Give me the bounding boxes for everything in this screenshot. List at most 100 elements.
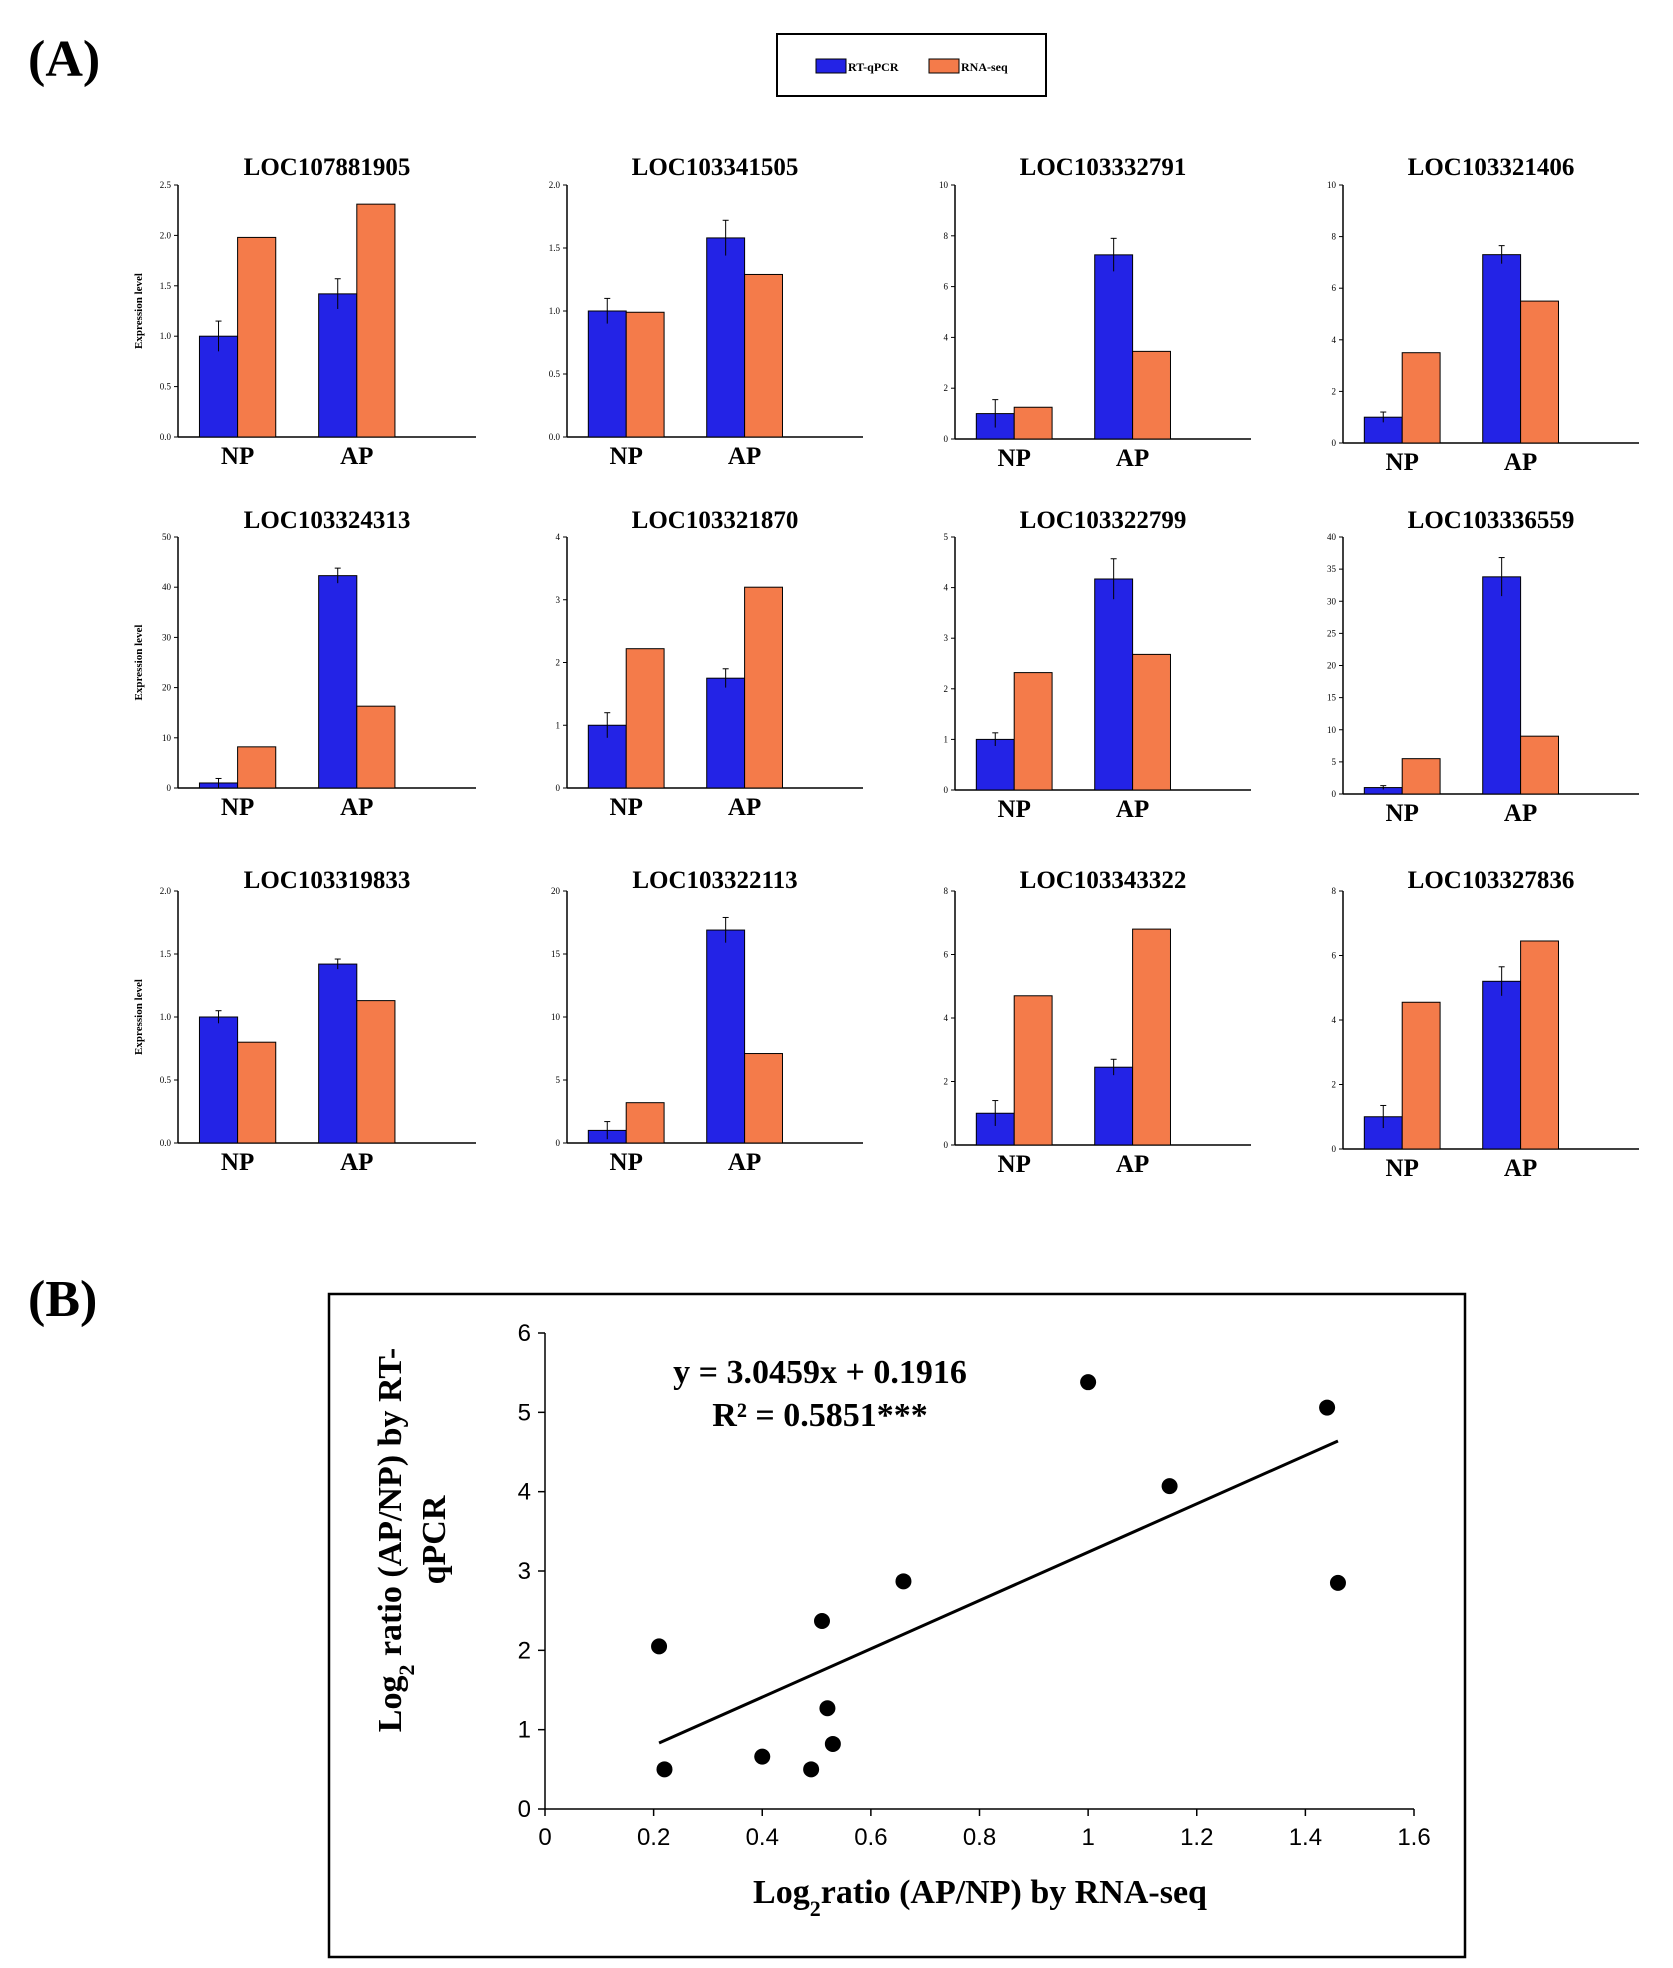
y-tick-label: 30 [162,632,172,642]
panel-b-label: (B) [28,1271,97,1328]
scatter-x-tick-label: 1.4 [1289,1824,1322,1851]
category-label-ap: AP [340,443,373,470]
y-tick-label: 20 [162,683,172,693]
scatter-y-axis-label-line2: qPCR [416,1495,453,1584]
scatter-y-axis-label-line1: Log2 ratio (AP/NP) by RT- [372,1348,419,1732]
scatter-point-10 [1161,1478,1178,1495]
r-squared: R² = 0.5851*** [712,1397,928,1434]
category-label-ap: AP [1504,1155,1537,1182]
y-axis-label: Expression level [133,979,145,1055]
category-label-ap: AP [728,443,761,470]
legend: RT-qPCR RNA-seq [776,33,1047,97]
y-tick-label: 2 [944,1077,949,1087]
y-tick-label: 5 [556,1075,561,1085]
scatter-plot: 0 1 2 3 4 5 6 0 0.2 0.4 0.6 0.8 1 1.2 1.4 1.6 y = 3.0459… [327,1292,1467,1959]
scatter-point-9 [1080,1374,1097,1391]
scatter-y-tick-label: 1 [518,1717,531,1744]
legend-swatch-rtqpcr [815,58,847,74]
chart-title: LOC103322799 [1020,507,1187,534]
bar-rnaseq-np [1013,995,1053,1146]
y-label-main: Log [372,1676,409,1733]
bar-rtqpcr-ap [706,677,746,789]
y-tick-label: 2.5 [160,180,172,190]
y-tick-label: 6 [1332,283,1337,293]
y-tick-label: 0.5 [160,382,172,392]
bar-rnaseq-np [1401,352,1441,444]
y-tick-label: 1.5 [549,243,561,253]
scatter-y-tick-label: 2 [518,1637,531,1664]
scatter-x-tick-label: 1.2 [1180,1824,1213,1851]
bar-rnaseq-np [625,311,665,438]
y-axis-label: Expression level [133,625,145,701]
y-tick-label: 0 [167,783,172,793]
y-tick-label: 1.0 [160,331,172,341]
x-label-sub: 2 [810,1896,821,1921]
y-tick-label: 4 [1332,335,1337,345]
scatter-point-7 [824,1735,841,1752]
y-tick-label: 0.0 [160,1138,172,1148]
bar-rnaseq-np [237,746,277,789]
bar-rnaseq-ap [356,705,396,789]
bar-rtqpcr-np [587,310,627,438]
panel-a-label: (A) [28,31,100,88]
bar-chart-loc103322799: LOC103322799 0 1 2 3 4 5 NP AP [944,507,1251,823]
y-tick-label: 2.0 [160,886,172,896]
y-label-sub: 2 [394,1665,419,1676]
bar-rnaseq-np [1013,672,1053,791]
y-tick-label: 2 [944,684,949,694]
y-tick-label: 10 [551,1012,561,1022]
chart-title: LOC103324313 [244,507,411,534]
y-tick-label: 2 [1332,386,1337,396]
legend-label-rtqpcr: RT-qPCR [848,60,899,74]
bar-rtqpcr-ap [1094,254,1134,440]
bar-rtqpcr-ap [706,929,746,1144]
bar-chart-loc107881905: LOC107881905 0.0 0.5 1.0 1.5 2.0 2.5 Expression… [133,154,476,470]
x-label-rest: ratio (AP/NP) by RNA-seq [821,1874,1207,1911]
scatter-point-1 [651,1638,668,1655]
y-tick-label: 0 [556,1138,561,1148]
category-label-np: NP [998,445,1031,472]
scatter-point-12 [1329,1574,1346,1591]
y-tick-label: 4 [556,532,561,542]
y-tick-label: 8 [1332,886,1337,896]
y-tick-label: 0 [556,783,561,793]
bar-rtqpcr-ap [1094,1066,1134,1146]
y-tick-label: 1.5 [160,949,172,959]
chart-title: LOC103322113 [632,867,797,894]
y-tick-label: 4 [944,332,949,342]
y-tick-label: 5 [1332,757,1337,767]
y-tick-label: 15 [1327,693,1337,703]
bar-chart-loc103324313: LOC103324313 0 10 20 30 40 50 Expression level N… [133,507,476,821]
y-tick-label: 4 [1332,1015,1337,1025]
y-tick-label: 25 [1327,628,1337,638]
y-tick-label: 4 [944,583,949,593]
category-label-ap: AP [340,1149,373,1176]
scatter-point-3 [754,1748,771,1765]
y-tick-label: 6 [1332,951,1337,961]
bar-chart-grid: LOC107881905 0.0 0.5 1.0 1.5 2.0 2.5 Expression… [133,154,1639,1182]
scatter-point-4 [803,1761,820,1778]
y-tick-label: 0.5 [549,369,561,379]
y-tick-label: 1 [556,720,561,730]
y-tick-label: 2.0 [160,230,172,240]
category-label-ap: AP [1116,1151,1149,1178]
bar-rtqpcr-np [198,1016,239,1144]
bar-rnaseq-ap [1520,735,1559,795]
y-tick-label: 35 [1327,564,1337,574]
bar-rnaseq-ap [1520,940,1559,1150]
category-label-np: NP [1386,449,1419,476]
y-tick-label: 6 [944,950,949,960]
bar-chart-loc103321870: LOC103321870 0 1 2 3 4 NP AP [556,507,863,821]
chart-title: LOC103343322 [1020,867,1187,894]
scatter-y-tick-label: 3 [518,1558,531,1585]
scatter-point-11 [1319,1399,1336,1416]
scatter-point-2 [656,1761,673,1778]
y-tick-label: 0 [944,785,949,795]
category-label-np: NP [610,1149,643,1176]
bar-rnaseq-np [237,236,277,438]
bar-rnaseq-ap [744,586,783,789]
y-tick-label: 8 [944,231,949,241]
bar-chart-loc103327836: LOC103327836 0 2 4 6 8 NP AP [1332,867,1639,1182]
category-label-np: NP [1386,1155,1419,1182]
